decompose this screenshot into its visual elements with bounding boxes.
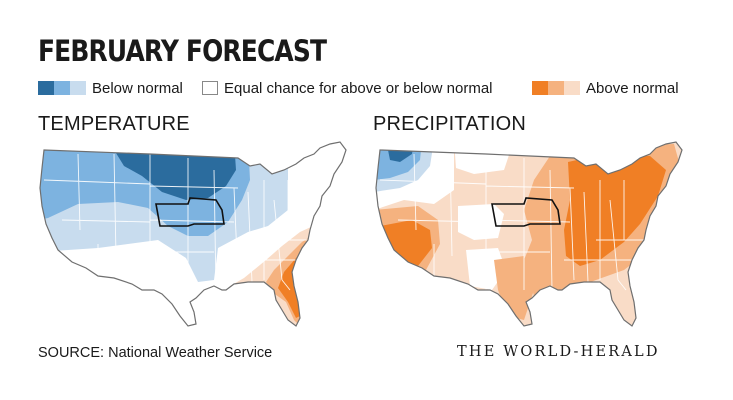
legend-swatch-below-mid	[54, 81, 70, 95]
temperature-map-title: TEMPERATURE	[38, 113, 190, 135]
legend-swatch-equal	[202, 81, 218, 95]
source-credit: SOURCE: National Weather Service	[38, 345, 273, 361]
legend-label-equal: Equal chance for above or below normal	[224, 79, 493, 97]
legend-below: Below normal	[38, 79, 183, 97]
legend-equal: Equal chance for above or below normal	[202, 79, 493, 97]
legend-swatch-below-light	[70, 81, 86, 95]
legend-swatch-above-light	[564, 81, 580, 95]
legend-above: Above normal	[532, 79, 679, 97]
temperature-map	[39, 141, 347, 327]
precipitation-map-title: PRECIPITATION	[373, 113, 526, 135]
precipitation-map	[375, 141, 683, 327]
legend-swatch-above-dark	[532, 81, 548, 95]
legend-label-above: Above normal	[586, 79, 679, 97]
page-title: FEBRUARY FORECAST	[38, 34, 327, 68]
nebraska-outline	[491, 197, 561, 227]
legend-swatch-below-dark	[38, 81, 54, 95]
nebraska-outline	[155, 197, 225, 227]
legend-swatch-above-mid	[548, 81, 564, 95]
legend-label-below: Below normal	[92, 79, 183, 97]
publisher-logo: THE WORLD-HERALD	[457, 344, 660, 360]
